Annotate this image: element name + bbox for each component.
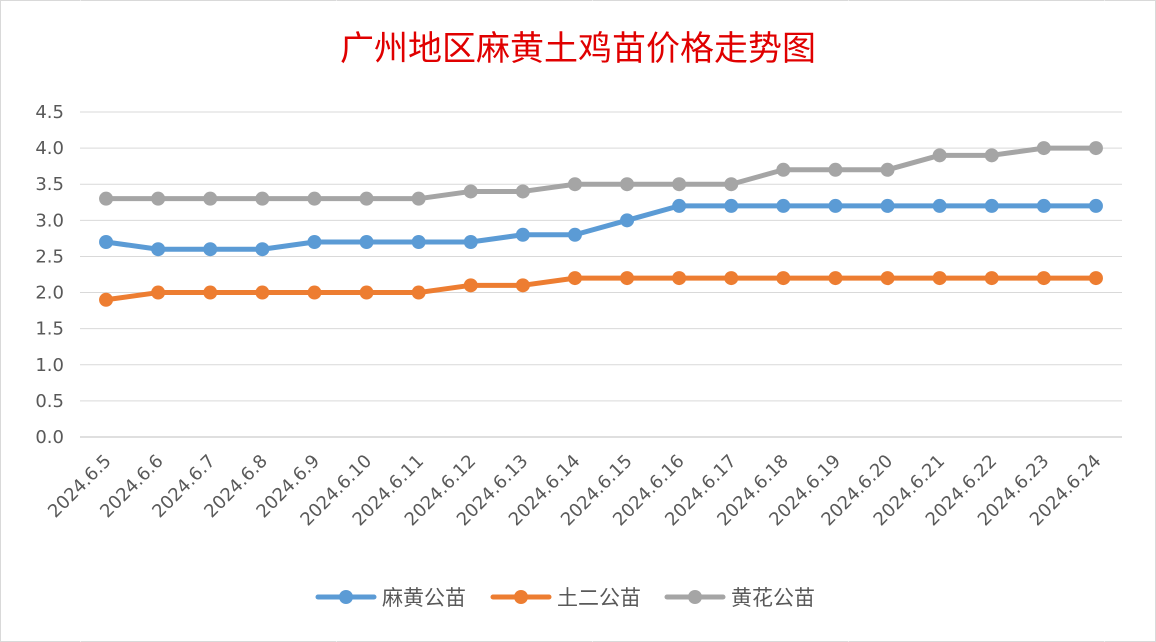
legend: 麻黄公苗 土二公苗 黄花公苗 [315,586,815,610]
data-point [151,285,166,300]
data-point [672,198,687,213]
legend-item: 黄花公苗 [664,586,815,610]
data-point [932,198,947,213]
data-point [307,191,322,206]
data-point [1036,271,1051,286]
data-point [984,198,999,213]
data-point [463,278,478,293]
data-point [828,198,843,213]
data-point [359,285,374,300]
data-point [99,235,114,249]
data-point [880,162,895,177]
series-3 [99,141,1103,206]
series-line [103,145,1099,202]
series-2 [99,271,1103,307]
chart-title: 广州地区麻黄土鸡苗价格走势图 [340,29,816,69]
y-tick-label: 1.5 [35,319,64,340]
y-tick-label: 1.0 [35,355,64,376]
series-line [103,275,1099,303]
data-point [255,191,270,206]
data-point [880,271,895,286]
data-point [1088,141,1103,156]
data-point [828,162,843,177]
data-point [359,191,374,206]
data-point [567,177,582,192]
data-point [1088,271,1103,286]
y-tick-label: 0.0 [35,427,64,448]
data-point [411,191,426,206]
data-point [567,271,582,286]
series-line [103,203,1099,252]
data-point [515,184,530,199]
data-point [463,235,478,249]
legend-item: 麻黄公苗 [315,586,466,610]
legend-marker [339,590,353,604]
data-point [620,213,635,228]
y-tick-label: 2.0 [35,283,64,304]
y-tick-label: 4.5 [35,102,64,123]
legend-item: 土二公苗 [490,586,641,610]
data-point [463,184,478,199]
data-point [255,242,270,257]
data-point [724,198,739,213]
series-1 [99,198,1103,257]
data-point [307,235,322,249]
data-point [776,271,791,286]
data-point [515,227,530,242]
data-point [515,278,530,293]
data-point [151,191,166,206]
data-point [620,177,635,192]
series-layer [99,141,1103,307]
legend-label: 黄花公苗 [731,586,815,610]
y-tick-label: 0.5 [35,391,64,412]
data-point [255,285,270,300]
data-point [724,177,739,192]
data-point [880,198,895,213]
data-point [411,235,426,249]
legend-marker [688,590,702,604]
legend-label: 土二公苗 [557,586,641,610]
legend-label: 麻黄公苗 [382,586,466,610]
data-point [984,148,999,163]
data-point [307,285,322,300]
data-point [724,271,739,286]
data-point [1036,198,1051,213]
data-point [203,242,218,257]
y-axis-ticks: 0.0 0.5 1.0 1.5 2.0 2.5 3.0 3.5 4.0 4.5 [35,102,64,448]
data-point [932,148,947,163]
data-point [567,227,582,242]
data-point [203,191,218,206]
legend-marker [514,590,528,604]
data-point [776,198,791,213]
data-point [1036,141,1051,156]
data-point [151,242,166,257]
data-point [411,285,426,300]
data-point [672,177,687,192]
data-point [984,271,999,286]
data-point [776,162,791,177]
data-point [99,191,114,206]
y-tick-label: 3.0 [35,210,64,231]
y-tick-label: 4.0 [35,138,64,159]
data-point [828,271,843,286]
data-point [99,292,114,307]
data-point [359,235,374,249]
y-tick-label: 2.5 [35,246,64,267]
data-point [672,271,687,286]
data-point [203,285,218,300]
data-point [932,271,947,286]
y-tick-label: 3.5 [35,174,64,195]
data-point [1088,198,1103,213]
data-point [620,271,635,286]
